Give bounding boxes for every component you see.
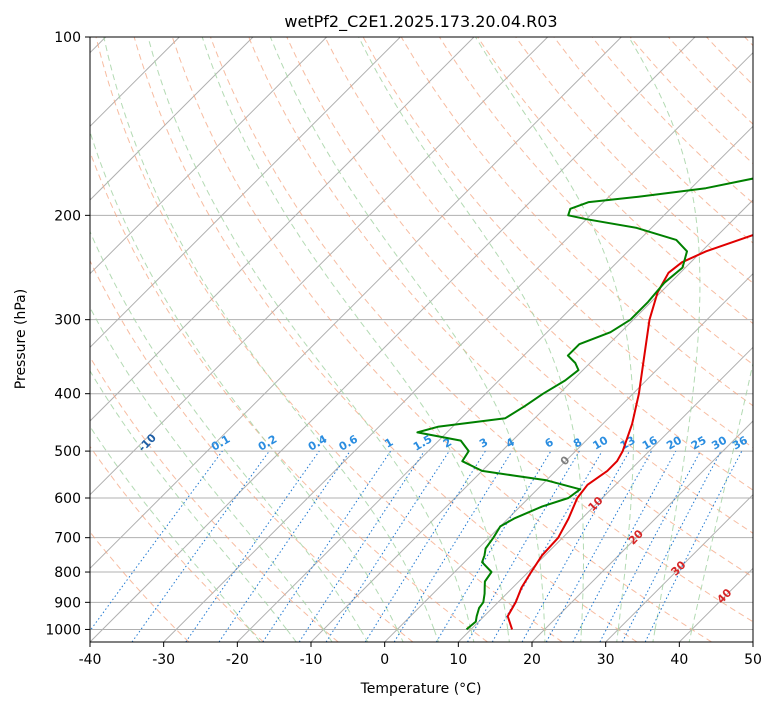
moist-adiabat-line	[358, 37, 584, 630]
dry-adiabat-line	[90, 259, 414, 642]
x-axis-title: Temperature (°C)	[360, 681, 482, 697]
isotherm-line	[90, 37, 254, 201]
moist-adiabat-line	[507, 629, 510, 642]
moist-adiabat-line	[90, 230, 361, 630]
isotherm-line	[90, 37, 622, 570]
isotherm-line	[605, 493, 753, 642]
isotherm-line	[90, 37, 328, 275]
x-tick-label: 30	[597, 652, 615, 668]
y-tick-label: 200	[54, 208, 81, 224]
plot-frame	[89, 36, 754, 643]
mixing-ratio-line	[435, 450, 552, 642]
dry-adiabat-line	[629, 37, 753, 165]
dry-adiabat-line	[477, 37, 753, 325]
moist-adiabat-line	[269, 37, 546, 630]
mixing-ratio-line	[90, 450, 223, 632]
mixing-ratio-line	[185, 450, 320, 642]
chart-title: wetPf2_C2E1.2025.173.20.04.R03	[284, 12, 557, 32]
dry-adiabat-line	[400, 37, 753, 407]
dry-adiabat-line	[248, 37, 753, 578]
moist-adiabat-line	[90, 306, 325, 630]
moist-adiabat-line	[359, 629, 369, 642]
moist-adiabat-line	[90, 130, 398, 630]
y-tick-label: 600	[54, 491, 81, 507]
moist-adiabat-line	[323, 629, 333, 642]
mixing-ratio-line	[572, 450, 677, 642]
y-tick-label: 900	[54, 595, 81, 611]
moist-adiabat-line	[688, 629, 693, 642]
x-tick-label: 40	[670, 652, 688, 668]
x-tick-label: -40	[79, 652, 102, 668]
y-tick-label: 100	[54, 30, 81, 46]
x-tick-label: -10	[300, 652, 323, 668]
mixing-ratio-line	[521, 450, 630, 642]
isotherm-line	[90, 37, 549, 496]
moist-adiabat-line	[691, 361, 753, 630]
x-tick-label: 10	[449, 652, 467, 668]
moist-adiabat-line	[103, 37, 435, 630]
mixing-ratio-line	[131, 450, 270, 642]
moist-adiabat-line	[433, 629, 439, 642]
mixing-ratio-line	[325, 450, 450, 642]
dry-adiabat-line	[210, 37, 753, 623]
line-labels: 0.10.20.40.611.52346810131620253036-100-…	[136, 431, 751, 606]
dry-adiabat-line	[591, 37, 753, 204]
moist-adiabat-line	[475, 37, 635, 630]
dry-adiabat-line	[515, 37, 753, 284]
x-tick-label: -20	[226, 652, 249, 668]
mixing-ratio-line	[545, 450, 653, 642]
moist-adiabat-line	[249, 629, 261, 642]
y-tick-label: 500	[54, 444, 81, 460]
mixing-ratio-line	[218, 450, 351, 642]
x-tick-label: 20	[523, 652, 541, 668]
x-tick-label: 0	[380, 652, 389, 668]
moist-adiabat-line	[652, 629, 656, 642]
moist-adiabat-line	[286, 629, 297, 642]
background-lines	[90, 37, 753, 642]
y-tick-label: 700	[54, 531, 81, 547]
dry-adiabat-line	[133, 37, 638, 642]
axes: -40 -30 -20 -10 0 10 20 30 40 50 100 200 300 400 500 60…	[45, 30, 762, 668]
y-tick-label: 300	[54, 313, 81, 329]
x-tick-label: 50	[744, 652, 762, 668]
temperature-profile-line	[506, 233, 753, 630]
y-axis-title: Pressure (hPa)	[13, 289, 29, 389]
moist-adiabat-line	[616, 629, 619, 642]
y-tick-label: 1000	[45, 622, 81, 638]
mixing-ratio-line	[364, 450, 486, 642]
dry-adiabat-line	[95, 37, 563, 642]
x-tick-label: -30	[152, 652, 175, 668]
dewpoint-profile-line	[416, 177, 753, 631]
y-tick-label: 400	[54, 387, 81, 403]
isotherm-line	[457, 346, 753, 642]
isotherm-line	[90, 37, 696, 642]
dry-adiabat-line	[171, 37, 712, 642]
y-tick-label: 800	[54, 565, 81, 581]
moist-adiabat-line	[90, 425, 251, 630]
moist-adiabat-line	[396, 629, 404, 642]
moist-adiabat-line	[90, 369, 288, 630]
moist-adiabat-line	[147, 37, 472, 630]
mixing-ratio-line	[467, 450, 580, 642]
moist-adiabat-line	[470, 629, 475, 642]
moist-adiabat-line	[580, 629, 582, 642]
isotherm-line	[90, 37, 475, 422]
dry-adiabat-line	[324, 37, 753, 491]
isotherm-line	[531, 420, 753, 642]
dry-adiabat-line	[362, 37, 753, 449]
isotherm-line	[90, 37, 401, 349]
dry-adiabat-line	[90, 445, 264, 642]
moist-adiabat-line	[628, 37, 701, 630]
mixing-ratio-line	[393, 450, 513, 642]
isotherm-line	[163, 51, 753, 642]
moist-adiabat-line	[201, 37, 509, 630]
profile-lines	[416, 177, 753, 631]
isotherm-line	[384, 272, 753, 642]
isotherm-line	[236, 125, 753, 642]
